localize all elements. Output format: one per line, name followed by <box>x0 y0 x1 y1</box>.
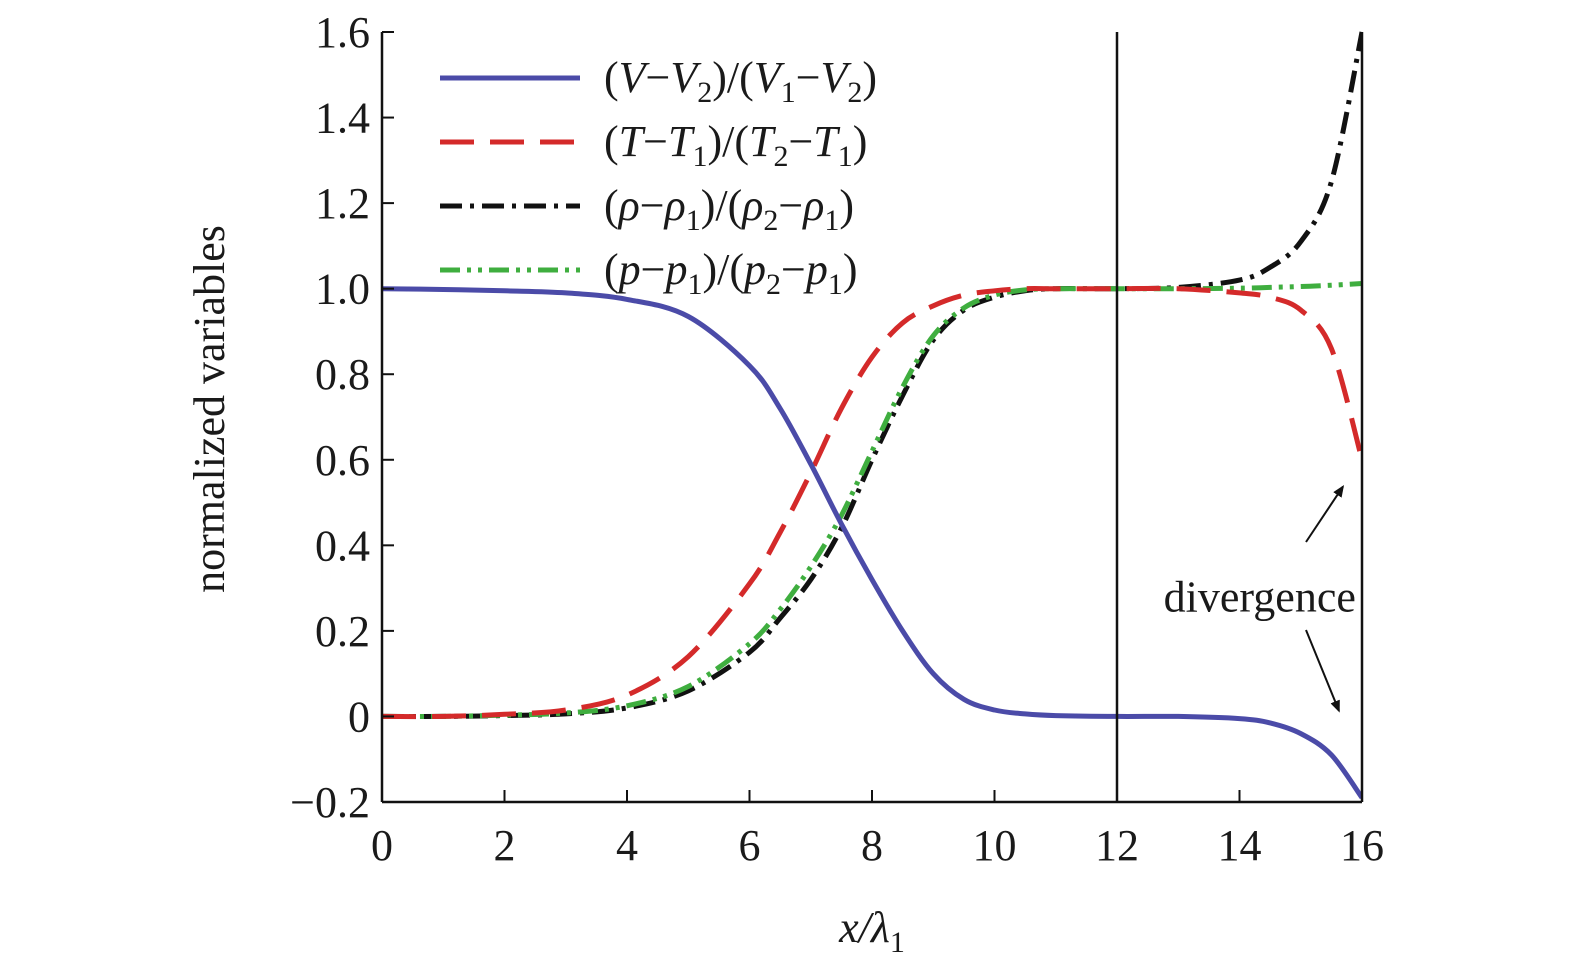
x-tick-label: 12 <box>1095 821 1139 870</box>
y-tick-label: 0 <box>348 692 370 741</box>
legend-label-2: (T−T1)/(T2−T1) <box>604 117 867 173</box>
y-tick-label: 0.8 <box>315 350 370 399</box>
series-line-4 <box>382 281 1362 720</box>
series-group <box>382 31 1362 800</box>
x-axis-title: x/λ1 <box>838 903 905 959</box>
axes: −0.200.20.40.60.81.01.21.41.60 2 4 6 8 10 12 14… <box>185 8 1384 959</box>
x-tick-label: 8 <box>861 821 883 870</box>
x-tick-label: 6 <box>739 821 761 870</box>
y-tick-label: 1.2 <box>315 179 370 228</box>
plot-area <box>382 31 1362 802</box>
annotation-text: divergence <box>1164 573 1356 622</box>
y-tick-label: −0.2 <box>290 778 370 827</box>
x-tick-label: 2 <box>494 821 516 870</box>
series-line-3 <box>382 31 1362 719</box>
y-tick-label: 0.2 <box>315 607 370 656</box>
legend-label-1: (V−V2)/(V1−V2) <box>604 53 877 109</box>
annotation-arrow-down <box>1305 629 1340 713</box>
annotation-arrow-up <box>1305 484 1345 543</box>
y-axis-title: normalized variables <box>185 225 234 593</box>
x-tick-label: 16 <box>1340 821 1384 870</box>
x-tick-label: 4 <box>616 821 638 870</box>
legend-label-4: (p−p1)/(p2−p1) <box>604 245 858 301</box>
x-tick-label: 10 <box>973 821 1017 870</box>
y-tick-label: 0.4 <box>315 521 370 570</box>
x-tick-label: 14 <box>1218 821 1262 870</box>
y-tick-label: 1.6 <box>315 8 370 57</box>
x-tick-label: 0 <box>371 821 393 870</box>
annotation: divergence <box>1164 484 1356 713</box>
y-tick-label: 0.6 <box>315 436 370 485</box>
legend: (V−V2)/(V1−V2) (T−T1)/(T2−T1) (ρ−ρ1)/(ρ2−ρ… <box>440 53 877 301</box>
y-tick-label: 1.4 <box>315 94 370 143</box>
y-tick-label: 1.0 <box>315 265 370 314</box>
series-line-1 <box>382 286 1362 800</box>
series-line-2 <box>382 285 1362 720</box>
legend-label-3: (ρ−ρ1)/(ρ2−ρ1) <box>604 181 854 237</box>
